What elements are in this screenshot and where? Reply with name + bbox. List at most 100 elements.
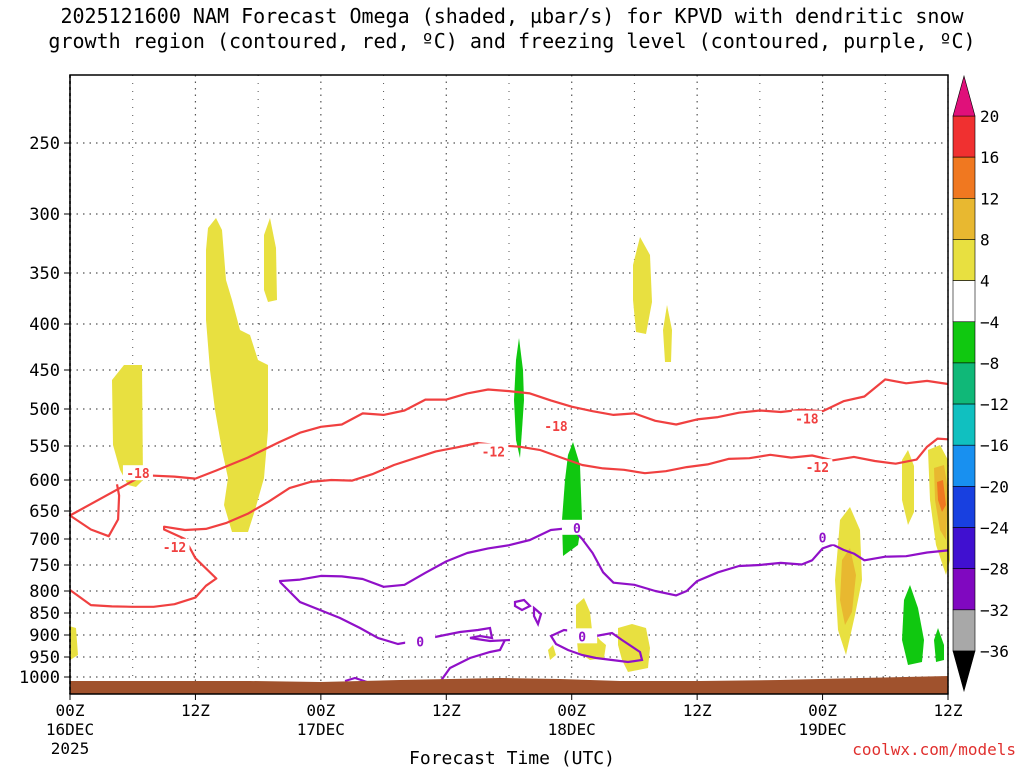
x-date-label: 16DEC <box>46 720 94 739</box>
y-tick-label: 700 <box>29 530 60 550</box>
y-tick-label: 800 <box>29 582 60 602</box>
x-year-label: 2025 <box>51 739 90 758</box>
colorbar-band <box>952 362 976 405</box>
contour-label: 0 <box>578 630 586 645</box>
colorbar-label: 4 <box>980 272 990 291</box>
grid-layer <box>69 75 949 694</box>
ground-layer <box>70 676 948 694</box>
contour-label-bg <box>478 443 509 459</box>
omega-yellow-region <box>264 218 277 302</box>
data-layer: -18 -18 -18 -12 -12 -12 0 0 0 0 <box>68 378 949 651</box>
colorbar-band <box>952 280 976 323</box>
omega-yellow-region <box>548 645 556 660</box>
y-tick-label: 850 <box>29 604 60 624</box>
colorbar-bottom-triangle <box>952 650 976 693</box>
x-tick-label: 00Z <box>557 701 586 720</box>
colorbar-band <box>952 527 976 569</box>
colorbar-band <box>952 321 976 364</box>
plot-frame <box>69 74 949 695</box>
x-tick-label: 00Z <box>306 701 335 720</box>
contour-label-bg <box>541 418 572 434</box>
colorbar-label: −12 <box>980 395 1009 414</box>
colorbar-band <box>952 156 976 199</box>
x-tick-label: 12Z <box>683 701 712 720</box>
freezing-contour-segment <box>439 639 506 683</box>
y-tick-label: 900 <box>29 626 60 646</box>
y-tick-label: 300 <box>29 205 60 225</box>
omega-yellow-region <box>902 450 914 525</box>
y-tick-label: 350 <box>29 264 60 284</box>
freezing-contour-loop <box>513 598 532 612</box>
colorbar-label: −36 <box>980 642 1009 661</box>
colorbar-band <box>952 115 976 158</box>
y-tick-label: 600 <box>29 471 60 491</box>
colorbar-label: −28 <box>980 560 1009 579</box>
contour-line <box>278 526 949 597</box>
x-tick-label: 12Z <box>432 701 461 720</box>
omega-yellow-region <box>206 218 268 532</box>
colorbar-top-triangle <box>952 74 976 117</box>
ground-surface <box>70 676 948 694</box>
colorbar-band <box>952 198 976 240</box>
contour-line <box>69 437 949 608</box>
colorbar-label: −4 <box>980 313 999 332</box>
x-tick-label: 12Z <box>934 701 963 720</box>
omega-orange-region <box>840 548 856 625</box>
colorbar-band <box>952 239 976 281</box>
contour-label: -18 <box>126 467 150 482</box>
colorbar-label: −8 <box>980 354 999 373</box>
contour-label: -18 <box>544 420 568 435</box>
contour-label: -12 <box>482 445 505 460</box>
colorbar-band <box>952 486 976 528</box>
title-line-2: growth region (contoured, red, ºC) and f… <box>48 29 976 53</box>
x-tick-label: 00Z <box>808 701 837 720</box>
freezing-contour-segment <box>279 581 511 646</box>
contour-label: -18 <box>795 413 819 428</box>
omega-green-region <box>902 585 924 665</box>
x-date-label: 17DEC <box>297 720 345 739</box>
contour-label-bg <box>791 410 822 426</box>
y-tick-label: 650 <box>29 502 60 522</box>
credit-text: coolwx.com/models <box>852 740 1016 759</box>
colorbar-label: 8 <box>980 230 990 249</box>
contour-label: 0 <box>573 522 581 537</box>
contour-label: -12 <box>163 541 186 556</box>
x-axis-title: Forecast Time (UTC) <box>409 748 615 769</box>
x-tick-label: 00Z <box>56 701 85 720</box>
colorbar-band <box>952 609 976 652</box>
omega-green-region <box>934 628 944 662</box>
colorbar-label: −32 <box>980 601 1009 620</box>
colorbar-label: −24 <box>980 519 1009 538</box>
colorbar-band <box>952 403 976 446</box>
frame-layer: 2503003504004505005506006507007508008509… <box>19 74 963 758</box>
title-line-1: 2025121600 NAM Forecast Omega (shaded, µ… <box>60 4 964 28</box>
contour-label-bg <box>561 519 592 535</box>
colorbar-label: 16 <box>980 148 999 167</box>
x-date-label: 19DEC <box>798 720 846 739</box>
colorbar-label: 20 <box>980 107 999 126</box>
contour-label: 0 <box>819 531 827 546</box>
contour-label-bg <box>122 465 153 481</box>
y-tick-label: 950 <box>29 648 60 668</box>
omega-red-region <box>937 480 946 512</box>
y-tick-label: 550 <box>29 437 60 457</box>
y-tick-label: 750 <box>29 556 60 576</box>
y-tick-label: 1000 <box>19 668 60 688</box>
contour-label-bg <box>802 459 833 475</box>
contour-label-bg <box>405 633 436 649</box>
colorbar-label: −16 <box>980 436 1009 455</box>
contour-label-bg <box>807 529 838 545</box>
contour-label: 0 <box>416 636 424 651</box>
colorbar-label: 12 <box>980 189 999 208</box>
x-tick-label: 12Z <box>181 701 210 720</box>
y-tick-label: 250 <box>29 134 60 154</box>
omega-yellow-region <box>663 305 672 362</box>
colorbar-label: −20 <box>980 477 1009 496</box>
freezing-contour-loop <box>532 605 543 627</box>
colorbar-band <box>952 444 976 487</box>
omega-green-region <box>514 338 524 458</box>
chart-title: 2025121600 NAM Forecast Omega (shaded, µ… <box>0 4 1024 54</box>
colorbar-band <box>952 568 976 611</box>
omega-yellow-region <box>69 626 78 660</box>
contour-label: -12 <box>806 461 829 476</box>
